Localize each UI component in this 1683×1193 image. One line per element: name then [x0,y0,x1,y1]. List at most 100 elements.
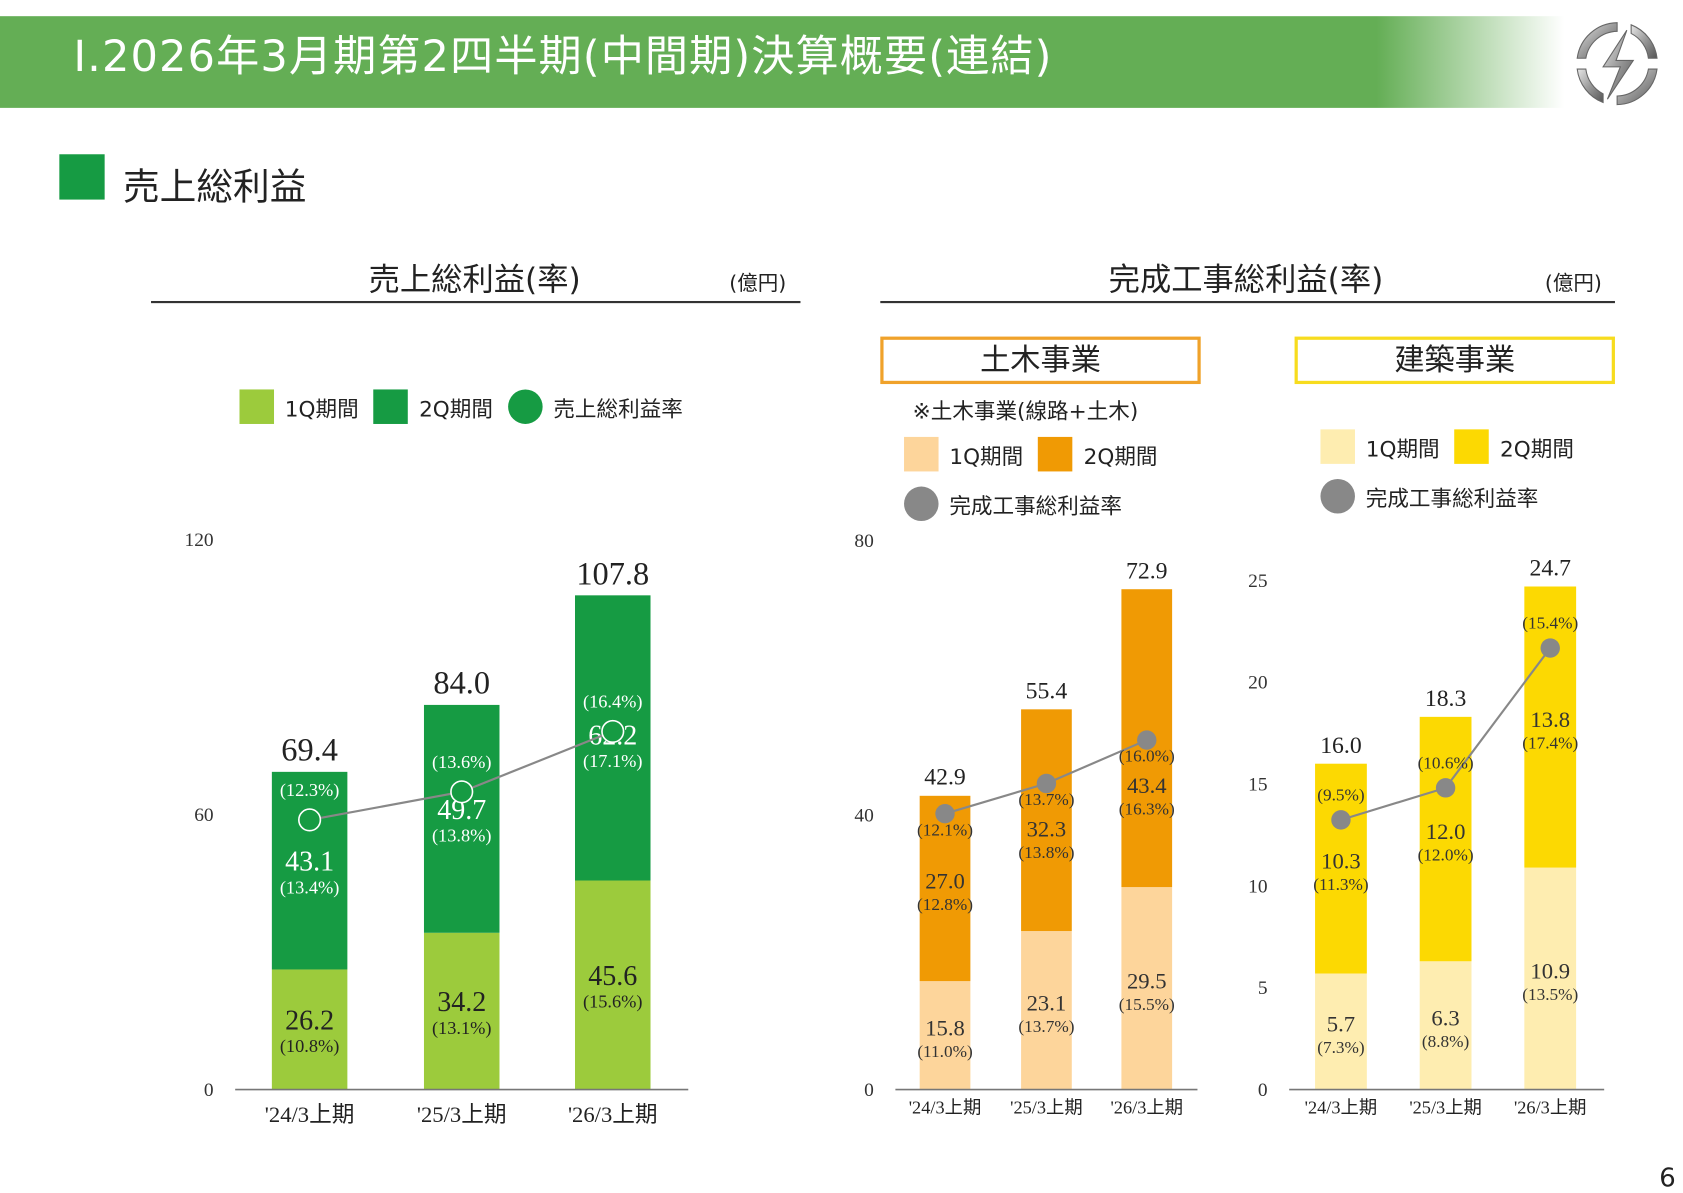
bar-rate-label: (11.3%) [1313,875,1368,894]
x-category-label: '24/3上期 [1305,1097,1378,1117]
bar-value-label: 5.7 [1327,1012,1355,1037]
rate-label: (10.6%) [1418,753,1474,772]
rate-label: (12.1%) [917,820,973,839]
x-category-label: '26/3上期 [1514,1097,1587,1117]
bar-rate-label: (13.8%) [1018,843,1074,862]
legend-swatch-1q [1320,429,1355,464]
page-number: 6 [1659,1162,1676,1193]
bar-total-label: 107.8 [576,556,649,592]
rate-label: (16.0%) [1119,747,1175,766]
rate-marker [1137,730,1157,750]
legend-label-1q: 1Q期間 [949,442,1024,469]
legend-label-1q: 1Q期間 [284,395,359,422]
legend-label-rate: 売上総利益率 [553,395,683,422]
bar-segment-1q [575,880,651,1090]
rate-marker [935,803,955,824]
legend-label-2q: 2Q期間 [1083,442,1158,469]
rate-label: (13.6%) [432,752,492,773]
rate-marker [1036,773,1057,794]
left-chart-title: 売上総利益(率) [368,261,581,298]
rate-label: (15.4%) [1522,614,1578,633]
legend-swatch-1q [904,436,939,472]
civil-segment-label: 土木事業 [880,336,1201,385]
section-marker [59,154,105,200]
rate-marker [1435,778,1456,798]
civil-legend-bars: 1Q期間 2Q期間 [904,436,1158,472]
bar-value-label: 6.3 [1431,1005,1459,1030]
bar-value-label: 45.6 [588,961,637,992]
x-category-label: '24/3上期 [909,1097,982,1117]
right-chart-unit: (億円) [1544,271,1602,296]
bar-value-label: 32.3 [1027,816,1067,841]
company-logo-icon [1576,22,1658,106]
bar-rate-label: (12.0%) [1418,846,1474,865]
bar-rate-label: (15.5%) [1119,995,1175,1014]
bar-segment-2q [1524,586,1577,868]
bar-rate-label: (13.8%) [432,826,492,847]
x-category-label: '26/3上期 [568,1102,658,1127]
rate-label: (12.3%) [280,780,340,801]
bar-rate-label: (17.1%) [583,751,643,772]
bar-rate-label: (16.3%) [1119,799,1175,818]
legend-marker-rate [508,389,543,424]
bar-segment-1q [1315,973,1367,1090]
bar-total-label: 18.3 [1425,686,1467,712]
bar-segment-1q [919,981,971,1090]
bar-segment-2q [1021,709,1072,932]
building-legend-bars: 1Q期間 2Q期間 [1320,429,1574,464]
x-category-label: '25/3上期 [1409,1097,1482,1117]
bar-value-label: 26.2 [285,1006,334,1037]
bar-rate-label: (13.7%) [1018,1017,1074,1036]
bar-segment-2q [271,771,348,970]
header-bar [0,16,1565,108]
bar-rate-label: (10.8%) [280,1036,340,1057]
legend-label-rate: 完成工事総利益率 [949,492,1122,519]
bar-rate-label: (13.4%) [280,877,340,898]
x-category-label: '25/3上期 [1010,1097,1083,1117]
bar-total-label: 69.4 [281,732,338,768]
rate-marker [450,780,474,804]
bar-value-label: 15.8 [925,1015,965,1040]
y-tick-label: 10 [1248,876,1267,897]
civil-legend-rate: 完成工事総利益率 [904,486,1122,522]
bar-total-label: 16.0 [1320,733,1362,759]
y-tick-label: 0 [864,1080,874,1101]
right-chart-title: 完成工事総利益(率) [1108,261,1384,298]
bar-rate-label: (15.6%) [583,992,643,1013]
left-legend: 1Q期間 2Q期間 売上総利益率 [239,389,683,424]
rate-marker [1540,638,1560,658]
bar-value-label: 27.0 [925,868,965,893]
rate-marker [601,719,625,744]
bar-segment-1q [1419,961,1472,1090]
legend-swatch-2q [1038,436,1073,472]
bar-rate-label: (8.8%) [1422,1032,1469,1051]
bar-value-label: 29.5 [1127,968,1167,993]
bar-segment-1q [1121,887,1173,1090]
bar-segment-2q [423,704,500,933]
rate-label: (13.7%) [1018,790,1074,809]
bar-segment-1q [271,969,348,1090]
bar-segment-2q [919,795,971,982]
civil-note: ※土木事業(線路+土木) [912,398,1139,424]
legend-label-1q: 1Q期間 [1365,435,1440,462]
y-tick-label: 15 [1248,775,1267,796]
section-title: 売上総利益 [122,166,307,210]
bar-segment-1q [1021,931,1072,1090]
bar-value-label: 13.8 [1530,707,1570,732]
building-segment-label: 建築事業 [1294,336,1615,385]
rate-marker [298,808,322,832]
bar-rate-label: (13.5%) [1522,985,1578,1004]
bar-total-label: 84.0 [433,665,490,701]
bar-rate-label: (13.1%) [432,1018,492,1039]
left-chart-unit: (億円) [729,271,787,296]
y-tick-label: 5 [1258,978,1268,999]
bar-segment-2q [1419,716,1472,962]
building-legend-rate: 完成工事総利益率 [1320,478,1538,514]
bar-rate-label: (12.8%) [917,895,973,914]
bar-value-label: 10.3 [1321,849,1361,874]
bar-value-label: 43.4 [1127,773,1167,798]
y-tick-label: 60 [194,805,213,826]
bar-segment-1q [423,932,500,1090]
